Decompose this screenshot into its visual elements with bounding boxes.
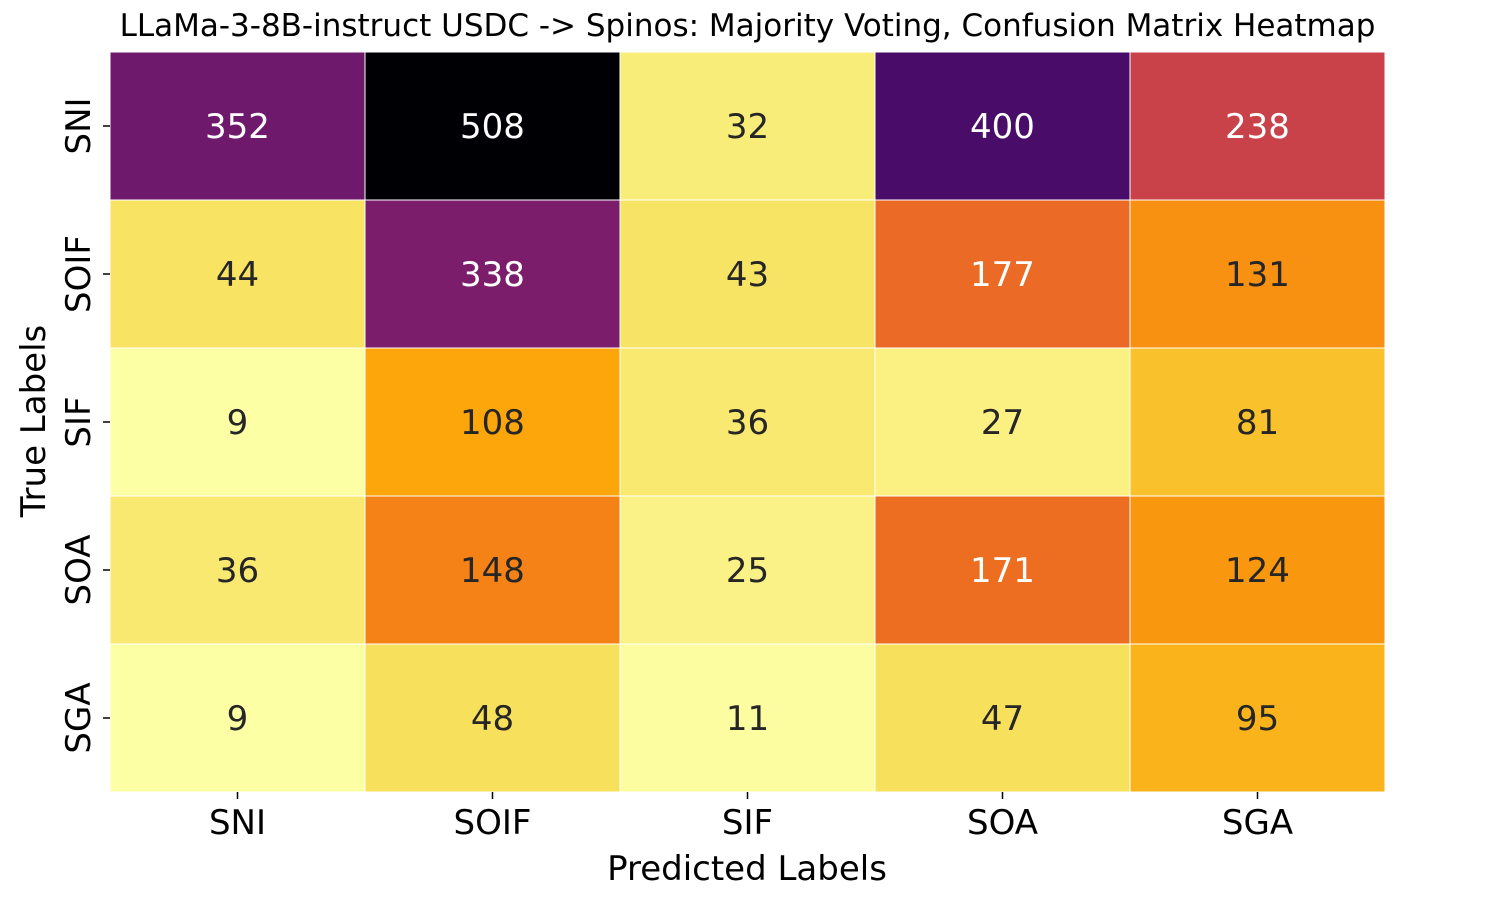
y-tick-label: SGA [59,682,99,753]
y-tick-label: SOIF [59,235,99,313]
y-axis-label: True Labels [14,325,54,518]
cell-value-label: 47 [981,699,1024,739]
heatmap-cell-soif-soif [364,199,621,349]
heatmap-cell-soa-sif [619,495,876,645]
x-axis-ticks: SNI SOIF SIF SOA SGA [209,792,1293,843]
y-axis-ticks: SNI SOIF SIF SOA SGA [59,97,110,754]
cell-value-label: 11 [726,699,769,739]
heatmap-cell-soa-sni [109,495,366,645]
x-tick-label: SOIF [454,803,532,843]
heatmap-cell-sif-soa [874,347,1131,497]
x-tick-label: SGA [1222,803,1293,843]
heatmap-cell-sif-sif [619,347,876,497]
cell-value-label: 25 [726,551,769,591]
heatmap-cell-soif-sga [1129,199,1386,349]
y-tick-label: SNI [59,97,99,154]
cell-value-label: 171 [970,551,1035,591]
cell-value-label: 9 [227,403,249,443]
cell-value-label: 338 [460,255,525,295]
cell-value-label: 400 [970,107,1035,147]
heatmap-cell-sga-soif [364,643,621,793]
x-tick-label: SNI [209,803,266,843]
heatmap-cell-soa-sga [1129,495,1386,645]
cell-value-label: 81 [1236,403,1279,443]
cell-value-label: 238 [1225,107,1290,147]
heatmap-cell-sni-sni [109,51,366,201]
chart-title: LLaMa-3-8B-instruct USDC -> Spinos: Majo… [119,8,1376,44]
y-tick-label: SOA [59,534,99,605]
heatmap-cells [109,51,1386,793]
heatmap-cell-soa-soa [874,495,1131,645]
cell-value-label: 27 [981,403,1024,443]
x-axis-label: Predicted Labels [607,849,887,889]
heatmap-annotations: 352 508 32 400 238 44 338 43 177 131 9 108 36 27 81 36 1… [205,107,1290,739]
x-tick-label: SOA [967,803,1038,843]
cell-value-label: 32 [726,107,769,147]
heatmap-cell-sni-soif [364,51,621,201]
heatmap-cell-sga-sga [1129,643,1386,793]
x-tick-label: SIF [722,803,773,843]
y-tick-label: SIF [59,396,99,447]
cell-value-label: 108 [460,403,525,443]
cell-value-label: 9 [227,699,249,739]
cell-value-label: 43 [726,255,769,295]
heatmap-cell-sga-sni [109,643,366,793]
cell-value-label: 131 [1225,255,1290,295]
cell-value-label: 508 [460,107,525,147]
heatmap-cell-sni-sif [619,51,876,201]
cell-value-label: 36 [216,551,259,591]
heatmap-cell-sif-sga [1129,347,1386,497]
heatmap-cell-soif-soa [874,199,1131,349]
cell-value-label: 44 [216,255,259,295]
heatmap-cell-soa-soif [364,495,621,645]
cell-value-label: 36 [726,403,769,443]
heatmap-cell-sga-soa [874,643,1131,793]
cell-value-label: 148 [460,551,525,591]
cell-value-label: 95 [1236,699,1279,739]
cell-value-label: 352 [205,107,270,147]
cell-value-label: 48 [471,699,514,739]
heatmap-cell-sif-soif [364,347,621,497]
cell-value-label: 124 [1225,551,1290,591]
heatmap-cell-soif-sni [109,199,366,349]
heatmap-cell-soif-sif [619,199,876,349]
heatmap-cell-sni-soa [874,51,1131,201]
heatmap-cell-sga-sif [619,643,876,793]
cell-value-label: 177 [970,255,1035,295]
